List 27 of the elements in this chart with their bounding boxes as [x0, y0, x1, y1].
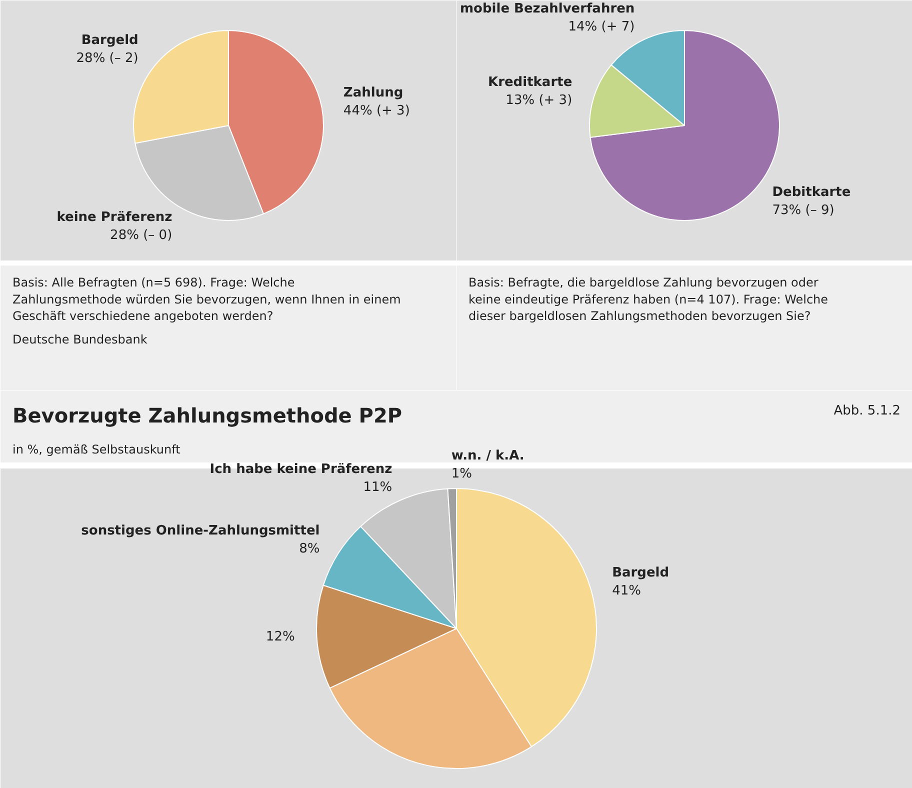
data-label: 11% — [363, 480, 392, 495]
slice-label: Zahlung — [343, 86, 404, 101]
data-label: 12% — [266, 630, 295, 645]
data-label: 13% (+ 3) — [506, 92, 572, 108]
data-label: 44% (+ 3) — [343, 104, 410, 119]
slice-label: w.n. / k.A. — [451, 448, 524, 464]
text: Deutsche Bundesbank — [12, 332, 148, 346]
slice-label: Ich habe keine Präferenz — [210, 462, 392, 477]
slice-label: Debitkarte — [772, 184, 851, 200]
slice-label: Bargeld — [612, 565, 670, 580]
slice-label: sonstiges Online-Zahlungsmittel — [81, 524, 320, 539]
slice-label: mobile Bezahlverfahren — [460, 2, 635, 17]
data-label: 1% — [451, 466, 472, 482]
data-label: 28% (– 0) — [110, 228, 172, 244]
text: Basis: Alle Befragten (n=5 698). Frage: Welche Zahlungsmethode würden Sie bevorzugen, wenn Ihnen in einem Geschäft verschiedene angeboten werden? — [12, 276, 401, 324]
chart-title: Bevorzugte Zahlungsmethode P2P — [12, 404, 402, 428]
chart-subtitle: in %, gemäß Selbstauskunft — [12, 442, 181, 456]
slice-label: Kreditkarte — [488, 74, 572, 90]
data-label: 8% — [299, 542, 320, 557]
data-label: 73% (– 9) — [772, 202, 834, 218]
data-label: 14% (+ 7) — [568, 20, 635, 35]
data-label: 41% — [612, 583, 641, 598]
slice-label: keine Präferenz — [56, 210, 172, 226]
text: Basis: Befragte, die bargeldlose Zahlung bevorzugen oder keine eindeutige Präferenz haben (n=4 107). Frage: Welche dieser bargeldlosen Zahlungsmethoden bevorzugen Sie? — [468, 276, 828, 324]
slice-label: Bargeld — [81, 32, 138, 48]
caption: Abb. 5.1.2 — [834, 404, 901, 418]
data-label: 28% (– 2) — [76, 50, 138, 66]
